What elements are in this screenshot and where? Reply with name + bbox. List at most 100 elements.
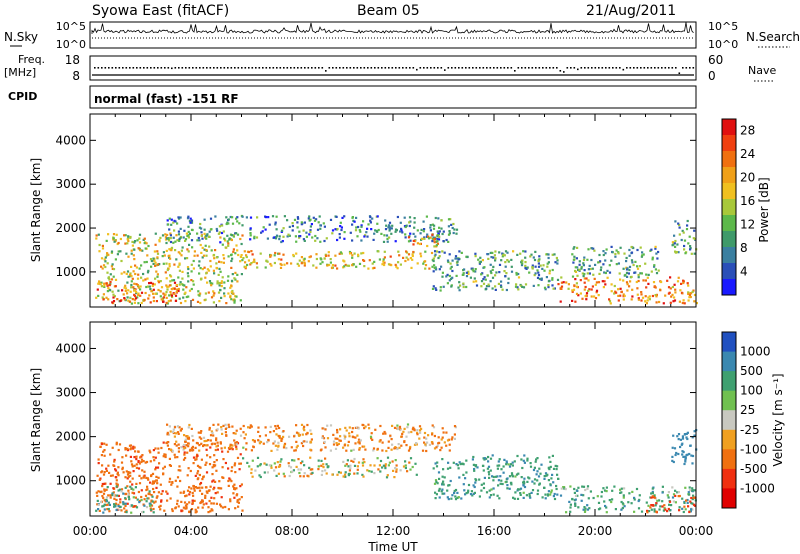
heatmap-cell: [156, 252, 160, 255]
heatmap-cell: [416, 229, 419, 232]
heatmap-cell: [477, 258, 480, 261]
heatmap-cell: [546, 253, 549, 256]
x-tick-label: 20:00: [578, 524, 613, 538]
heatmap-cell: [243, 437, 246, 440]
heatmap-cell: [653, 510, 656, 513]
heatmap-cell: [223, 281, 226, 284]
heatmap-cell: [407, 431, 410, 434]
heatmap-cell: [689, 247, 692, 250]
heatmap-cell: [229, 443, 232, 446]
heatmap-cell: [667, 491, 670, 494]
heatmap-cell: [312, 264, 315, 267]
heatmap-cell: [255, 236, 259, 239]
heatmap-cell: [296, 226, 299, 229]
heatmap-cell: [416, 242, 419, 245]
heatmap-cell: [254, 469, 257, 472]
heatmap-cell: [296, 444, 299, 447]
heatmap-cell: [645, 501, 648, 504]
heatmap-cell: [142, 238, 145, 241]
heatmap-cell: [157, 288, 160, 292]
heatmap-cell: [555, 484, 558, 488]
heatmap-cell: [482, 464, 485, 467]
heatmap-cell: [447, 225, 450, 228]
heatmap-cell: [630, 298, 633, 301]
heatmap-cell: [307, 217, 310, 220]
heatmap-cell: [517, 272, 520, 276]
heatmap-cell: [543, 286, 547, 289]
heatmap-cell: [456, 464, 459, 467]
heatmap-cell: [297, 458, 300, 461]
heatmap-cell: [674, 220, 677, 223]
heatmap-cell: [233, 464, 236, 467]
heatmap-cell: [133, 248, 136, 251]
freq-point: [524, 67, 527, 69]
heatmap-cell: [628, 268, 631, 272]
heatmap-cell: [144, 461, 147, 464]
heatmap-cell: [296, 221, 299, 224]
heatmap-cell: [95, 491, 98, 494]
heatmap-cell: [405, 435, 408, 438]
freq-point: [521, 67, 523, 69]
heatmap-cell: [597, 294, 600, 297]
heatmap-cell: [547, 261, 550, 264]
heatmap-cell: [413, 221, 416, 224]
heatmap-cell: [336, 443, 339, 447]
heatmap-cell: [188, 501, 191, 504]
heatmap-cell: [264, 426, 267, 429]
heatmap-cell: [533, 482, 536, 485]
heatmap-cell: [130, 252, 133, 255]
heatmap-cell: [277, 472, 280, 475]
heatmap-cell: [305, 433, 308, 436]
heatmap-cell: [590, 288, 593, 291]
heatmap-cell: [204, 276, 207, 279]
heatmap-cell: [112, 487, 115, 490]
heatmap-cell: [171, 295, 174, 299]
heatmap-cell: [165, 277, 168, 280]
heatmap-cell: [528, 495, 531, 498]
heatmap-cell: [575, 282, 578, 285]
heatmap-cell: [215, 445, 218, 448]
heatmap-cell: [166, 423, 169, 426]
heatmap-cell: [449, 479, 452, 483]
heatmap-cell: [640, 293, 643, 296]
heatmap-cell: [693, 300, 696, 303]
heatmap-cell: [117, 489, 120, 492]
heatmap-cell: [103, 442, 106, 445]
heatmap-cell: [112, 296, 115, 299]
heatmap-cell: [554, 464, 557, 467]
heatmap-cell: [179, 281, 182, 284]
heatmap-cell: [219, 441, 222, 444]
heatmap-cell: [547, 284, 550, 287]
heatmap-cell: [677, 433, 681, 436]
heatmap-cell: [152, 456, 155, 459]
heatmap-cell: [438, 487, 441, 490]
heatmap-cell: [199, 483, 202, 486]
heatmap-cell: [585, 292, 589, 295]
heatmap-cell: [583, 281, 586, 284]
heatmap-cell: [130, 274, 133, 278]
heatmap-cell: [491, 251, 494, 254]
heatmap-cell: [268, 464, 271, 467]
heatmap-cell: [521, 285, 524, 288]
heatmap-cell: [117, 494, 120, 497]
heatmap-cell: [135, 266, 138, 269]
heatmap-cell: [126, 238, 129, 241]
heatmap-cell: [510, 483, 513, 486]
heatmap-cell: [348, 435, 351, 438]
heatmap-cell: [663, 504, 666, 507]
heatmap-cell: [303, 221, 306, 224]
heatmap-cell: [397, 261, 400, 264]
heatmap-cell: [263, 462, 266, 465]
heatmap-cell: [274, 237, 277, 240]
heatmap-cell: [516, 253, 519, 256]
heatmap-cell: [234, 471, 237, 474]
heatmap-cell: [602, 250, 605, 253]
heatmap-cell: [239, 485, 242, 488]
heatmap-cell: [404, 259, 407, 263]
heatmap-cell: [481, 259, 484, 262]
heatmap-cell: [442, 431, 445, 434]
heatmap-cell: [610, 290, 613, 293]
heatmap-cell: [572, 258, 575, 261]
heatmap-cell: [220, 281, 223, 285]
heatmap-cell: [275, 215, 278, 218]
